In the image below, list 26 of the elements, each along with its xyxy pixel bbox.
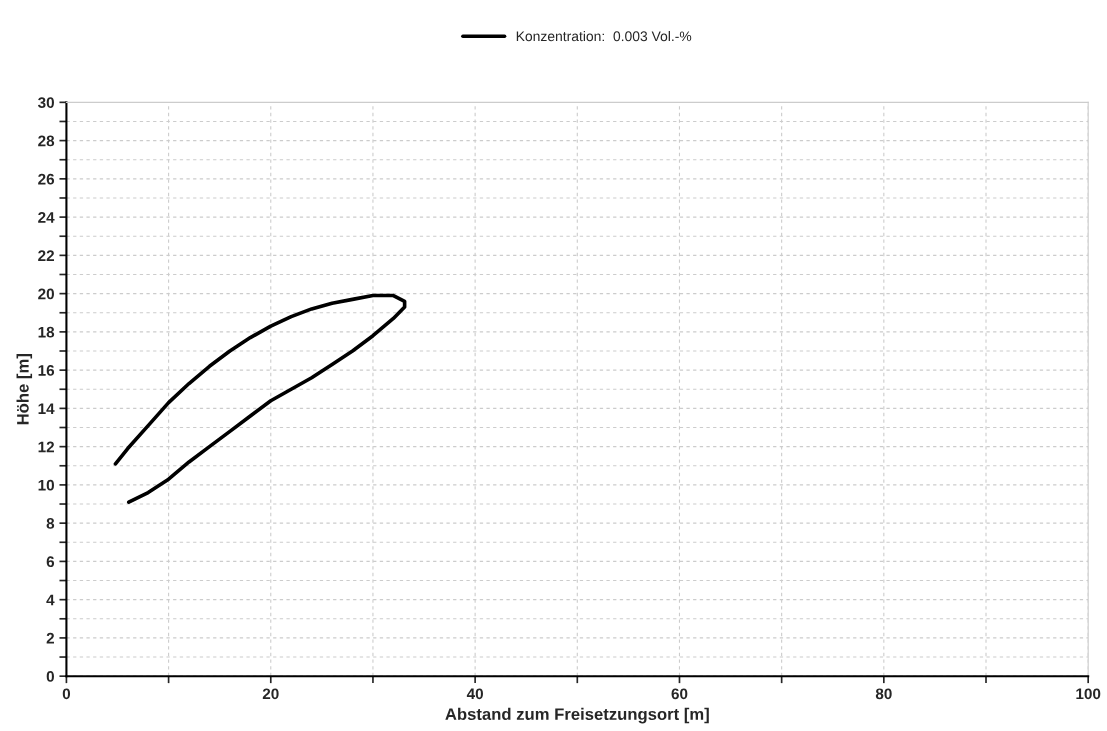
- y-tick-label: 8: [46, 518, 55, 529]
- y-tick-label: 16: [38, 365, 55, 376]
- y-tick-label: 22: [38, 250, 54, 261]
- line-series: [113, 293, 407, 504]
- y-tick-label: 4: [46, 594, 55, 606]
- y-tick-label: 24: [38, 211, 55, 223]
- x-tick-label: 100: [1076, 688, 1101, 700]
- y-tick-label: 0: [46, 671, 54, 682]
- y-tick-label: 20: [38, 288, 54, 300]
- y-tick-label: 2: [46, 632, 54, 644]
- x-tick-label: 0: [62, 688, 71, 700]
- y-tick-label: 14: [38, 403, 55, 414]
- x-tick-label: 20: [262, 688, 279, 700]
- legend-label: Konzentration: 0.003 Vol.-%: [516, 30, 692, 42]
- y-tick-label: 10: [38, 479, 54, 491]
- x-tick-label: 60: [671, 688, 688, 700]
- y-tick-label: 18: [38, 326, 55, 338]
- x-tick-label: 40: [466, 688, 483, 700]
- y-axis-title: Höhe [m]: [16, 354, 33, 425]
- y-tick-label: 26: [38, 173, 55, 185]
- x-axis-title: Abstand zum Freisetzungsort [m]: [445, 707, 709, 724]
- x-tick-label: 80: [875, 688, 892, 700]
- y-tick-label: 12: [38, 441, 54, 453]
- y-tick-label: 6: [46, 556, 55, 568]
- y-tick-label: 28: [38, 135, 55, 147]
- y-tick-label: 30: [37, 97, 54, 109]
